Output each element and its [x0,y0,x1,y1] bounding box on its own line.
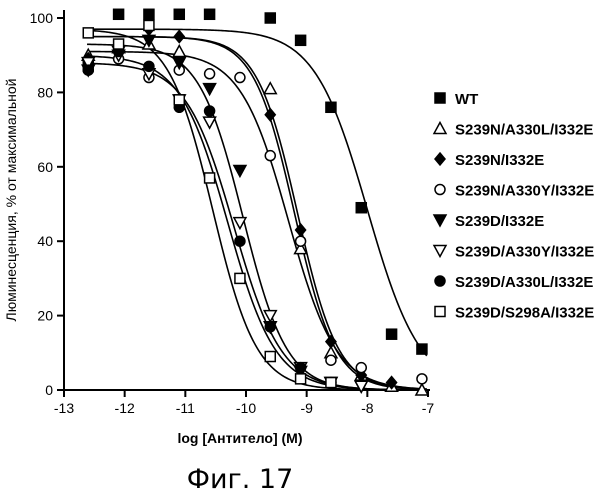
data-point [435,93,445,103]
data-point [205,173,215,183]
data-point [265,352,275,362]
fit-curve [87,52,427,389]
x-tick-label: -8 [361,400,374,416]
data-point [417,374,427,384]
legend: WT S239N/A330L/I332E S239N/I332E S239N/A330… [434,91,594,322]
data-point [434,123,446,134]
data-point [174,31,184,43]
fit-curve [87,37,427,390]
fit-curve [87,44,427,390]
fit-curves [87,29,427,390]
data-point [83,28,93,38]
data-point [174,9,184,19]
data-point [114,39,124,49]
x-tick-label: -9 [300,400,313,416]
data-point [326,355,336,365]
y-tick-label: 80 [37,84,53,100]
y-tick-label: 0 [45,382,53,398]
data-point [326,102,336,112]
legend-label: S239D/I332E [455,213,544,230]
data-point [83,65,93,75]
y-axis-title: Люминесценция, % от максимальной [3,79,19,322]
data-point [205,9,215,19]
legend-label: S239D/S298A/I332E [455,305,594,322]
data-point [434,215,446,226]
y-tick-label: 20 [37,308,53,324]
x-tick-label: -11 [176,400,195,416]
data-point [417,344,427,354]
data-point [326,378,336,388]
data-point [144,20,154,30]
data-point [235,273,245,283]
data-point [296,374,306,384]
fit-curve [87,63,427,390]
fit-curve [87,56,427,390]
legend-label: S239N/I332E [455,152,544,169]
data-point [205,106,215,116]
data-point [114,9,124,19]
data-point [234,166,246,177]
y-tick-label: 40 [37,233,53,249]
data-point [434,246,446,257]
data-point [265,151,275,161]
data-point [296,363,306,373]
data-point [265,322,275,332]
data-point [205,69,215,79]
data-point [435,153,445,165]
data-point [435,185,445,195]
x-tick-label: -10 [236,400,256,416]
figure-caption: Фиг. 17 [187,464,294,495]
data-point [204,84,216,95]
data-point [356,203,366,213]
data-point [235,73,245,83]
data-point [264,83,276,94]
data-point [264,311,276,322]
fit-curve [87,37,427,390]
data-point [204,117,216,128]
x-axis-title: log [Антитело] (M) [177,430,302,446]
x-tick-label: -13 [54,400,74,416]
legend-label: S239N/A330L/I332E [455,122,593,139]
data-point [296,35,306,45]
data-point [174,95,184,105]
legend-label: S239D/A330Y/I332E [455,244,594,261]
data-point [435,276,445,286]
legend-label: S239N/A330Y/I332E [455,183,594,200]
x-tick-label: -7 [422,400,435,416]
data-point [144,9,154,19]
y-tick-label: 100 [30,10,54,26]
data-point [144,61,154,71]
data-point [435,307,445,317]
x-tick-label: -12 [115,400,135,416]
data-point [387,329,397,339]
legend-label: S239D/A330L/I332E [455,274,593,291]
data-point [173,45,185,56]
data-point [265,13,275,23]
data-point [356,363,366,373]
y-tick-label: 60 [37,159,53,175]
data-point [235,236,245,246]
legend-label: WT [455,91,478,108]
data-point [296,236,306,246]
